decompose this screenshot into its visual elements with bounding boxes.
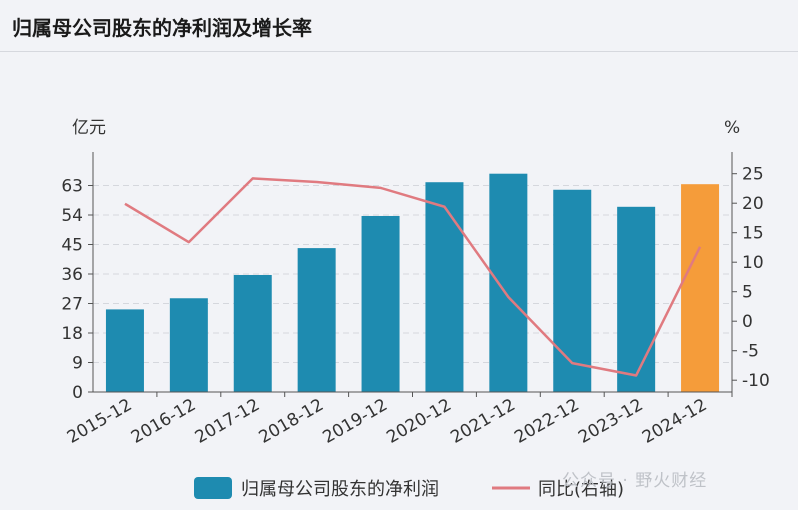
left-tick-label: 36 [61, 265, 83, 285]
bar-2021-12 [489, 173, 528, 392]
legend-bar-label: 归属母公司股东的净利润 [241, 479, 439, 500]
chart-header: 归属母公司股东的净利润及增长率 [0, 0, 798, 52]
axis-labels: 09182736455463-10-505101520252015-122016… [61, 118, 769, 448]
line-series [124, 177, 702, 377]
left-tick-label: 63 [61, 177, 83, 197]
left-tick-label: 54 [61, 206, 83, 226]
x-tick-label: 2022-12 [511, 395, 583, 448]
right-tick-label: 15 [742, 224, 764, 244]
right-axis-unit: % [724, 118, 740, 138]
right-tick-label: 25 [742, 165, 764, 185]
chart-title: 归属母公司股东的净利润及增长率 [12, 16, 312, 40]
right-tick-label: -5 [742, 342, 759, 362]
bar-2015-12 [105, 309, 144, 392]
left-tick-label: 0 [72, 383, 83, 403]
line-growth-rate [124, 177, 702, 377]
bar-2018-12 [297, 248, 336, 392]
left-tick-label: 18 [61, 324, 83, 344]
right-tick-label: 20 [742, 194, 764, 214]
right-tick-label: 0 [742, 312, 753, 332]
legend-bar-swatch [194, 477, 232, 499]
bar-2022-12 [553, 189, 592, 392]
left-axis-unit: 亿元 [72, 118, 106, 138]
bar-series [105, 173, 720, 392]
x-tick-label: 2019-12 [320, 395, 392, 448]
left-tick-label: 27 [61, 295, 83, 315]
legend-line-label: 同比(右轴) [538, 479, 624, 500]
legend[interactable]: 归属母公司股东的净利润 同比(右轴) [194, 477, 624, 500]
bar-2016-12 [169, 298, 208, 392]
x-tick-label: 2020-12 [383, 395, 455, 448]
bar-2017-12 [233, 274, 272, 392]
x-tick-label: 2016-12 [128, 395, 200, 448]
x-tick-label: 2021-12 [447, 395, 519, 448]
right-tick-label: 10 [742, 253, 764, 273]
x-tick-label: 2018-12 [256, 395, 328, 448]
axes [88, 152, 737, 397]
x-tick-label: 2017-12 [192, 395, 264, 448]
bar-2023-12 [617, 206, 656, 392]
left-tick-label: 45 [61, 236, 83, 256]
bar-2024-12 [681, 184, 720, 392]
bar-2019-12 [361, 215, 400, 392]
left-tick-label: 9 [72, 354, 83, 374]
right-tick-label: 5 [742, 283, 753, 303]
x-tick-label: 2023-12 [575, 395, 647, 448]
right-tick-label: -10 [742, 371, 770, 391]
bar-2020-12 [425, 182, 464, 392]
watermark: 公众号 · 野火财经 [562, 471, 708, 491]
x-tick-label: 2024-12 [639, 395, 711, 448]
